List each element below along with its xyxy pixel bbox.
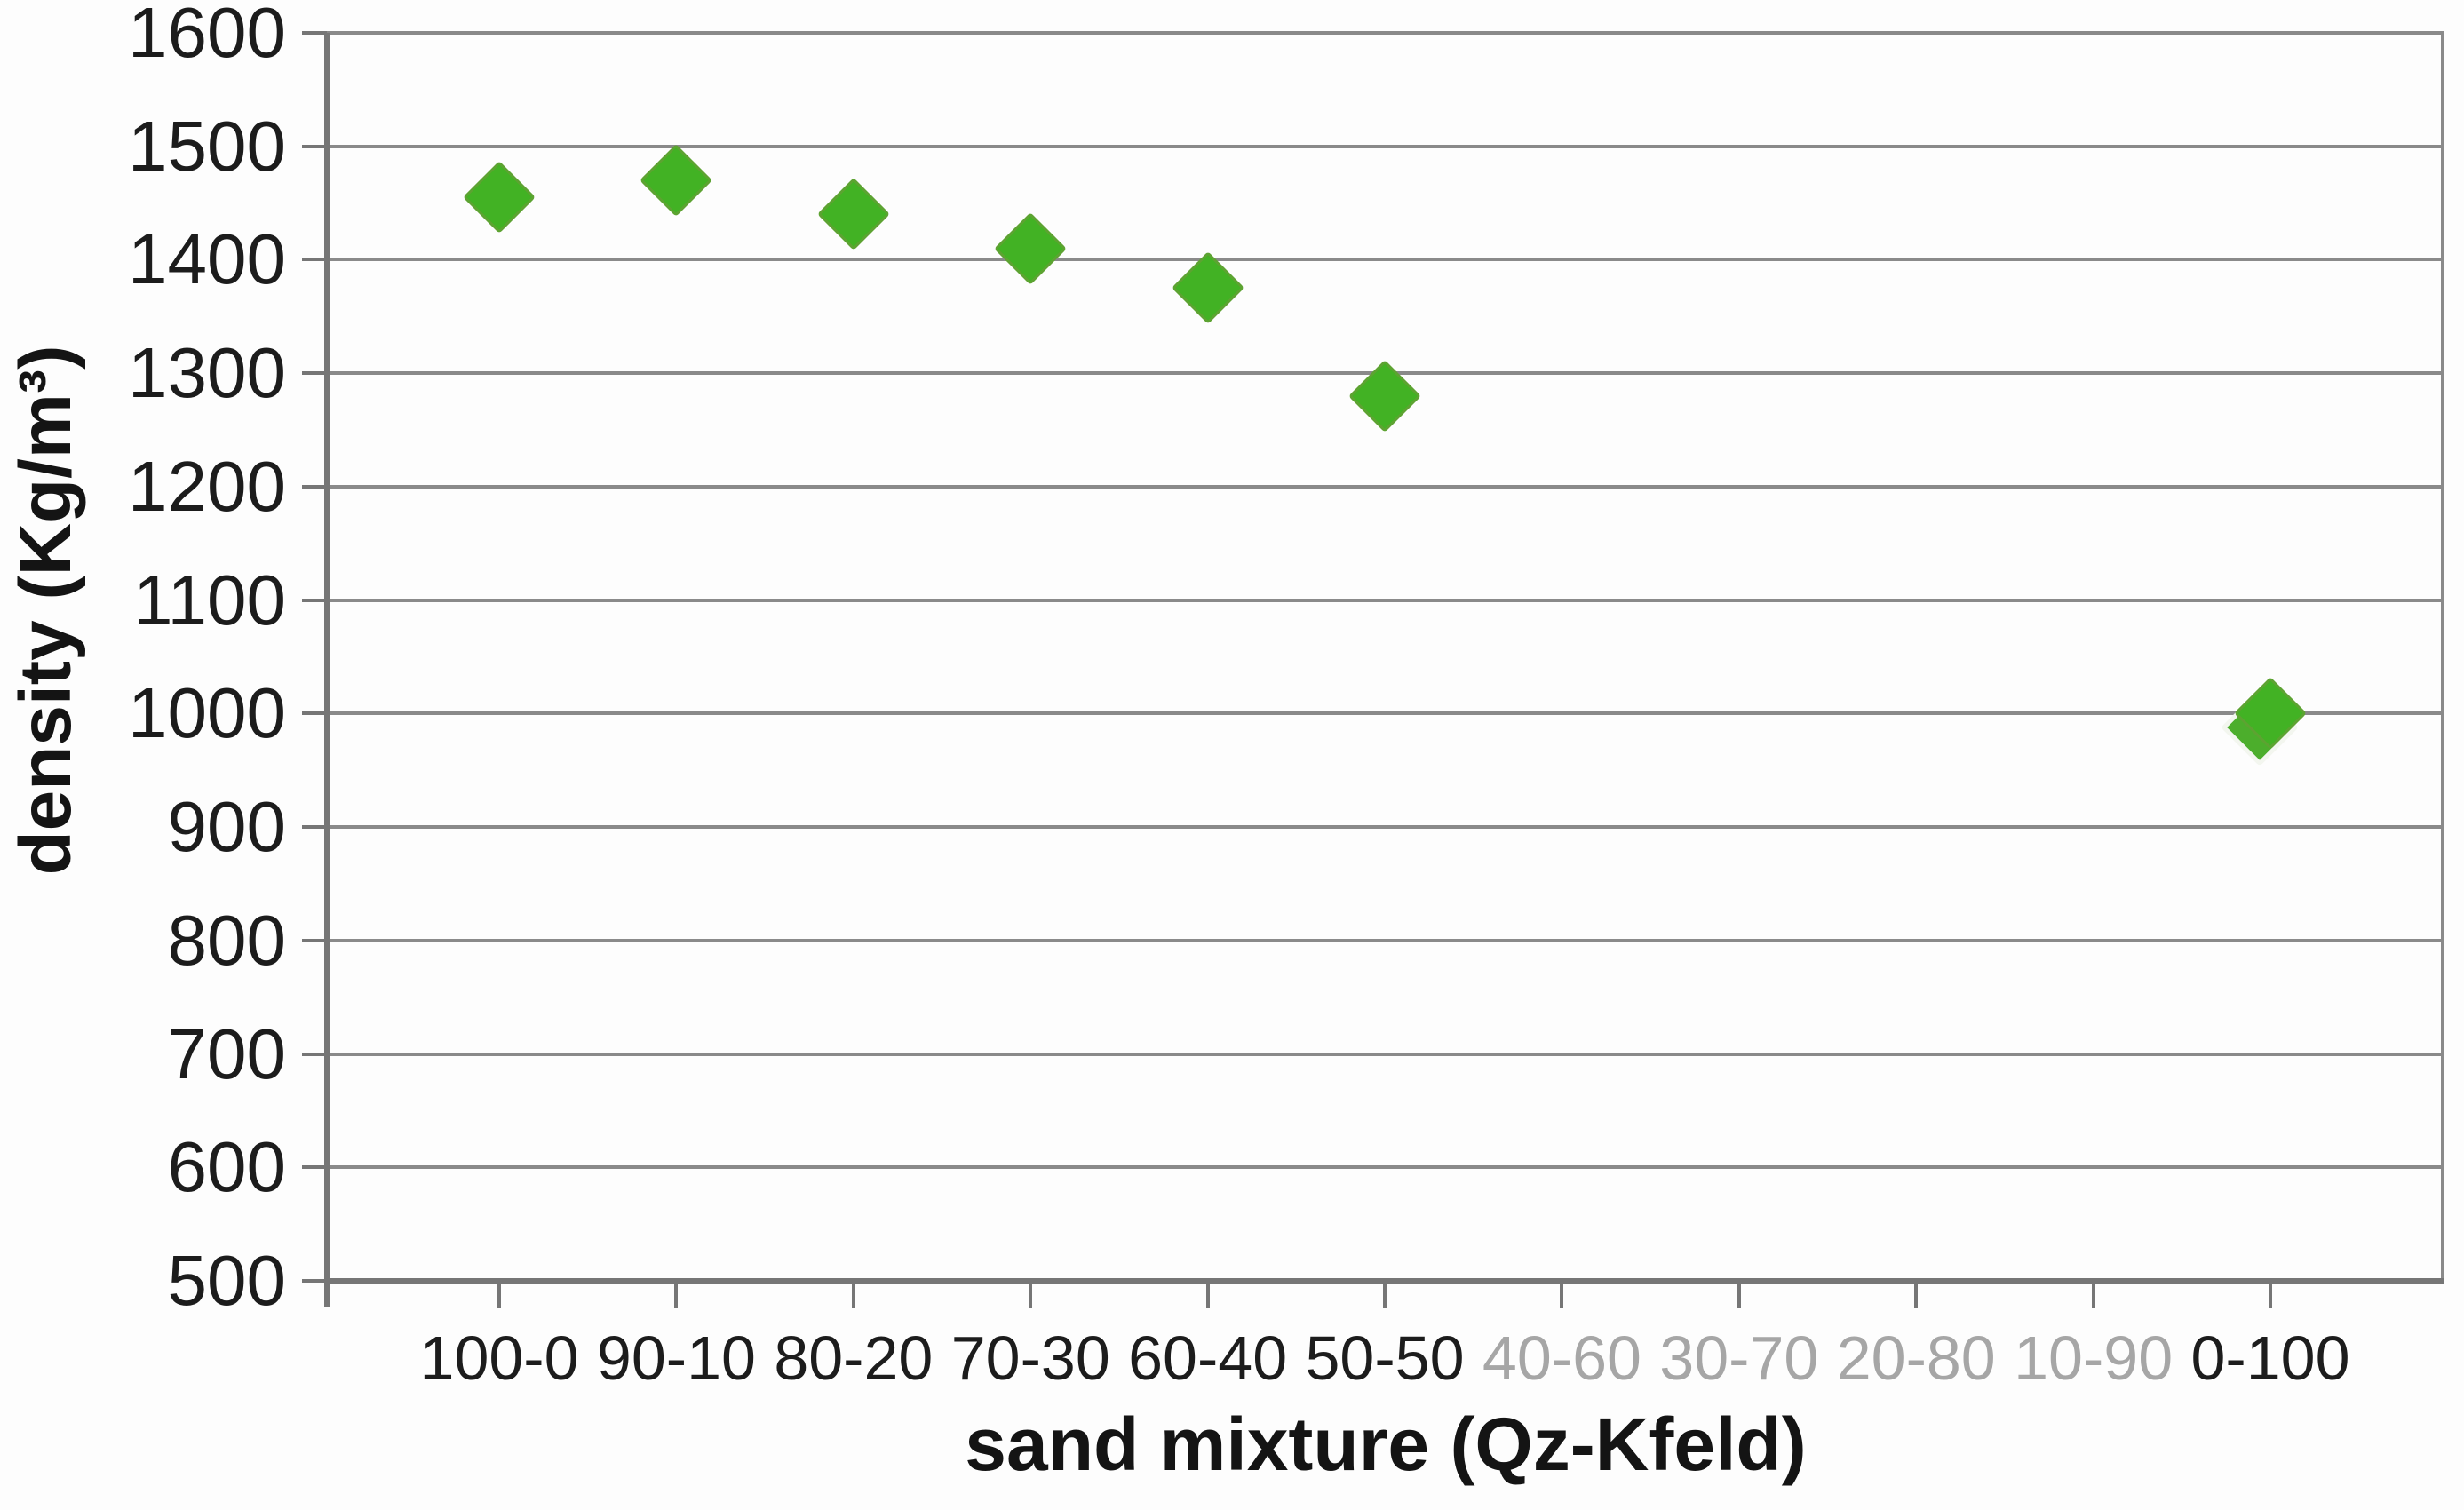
x-tick-90-10 <box>674 1284 679 1308</box>
y-tick-label-600: 600 <box>167 1127 286 1207</box>
x-tick-10-90 <box>2091 1284 2095 1308</box>
y-tick-900 <box>302 825 327 830</box>
y-tick-label-1500: 1500 <box>128 106 286 186</box>
y-tick-label-1200: 1200 <box>128 446 286 526</box>
gridline-900 <box>327 825 2444 830</box>
plot-right-border <box>2441 33 2444 1281</box>
y-tick-label-900: 900 <box>167 787 286 867</box>
x-tick-label-0-100: 0-100 <box>2190 1323 2350 1393</box>
y-tick-label-1600: 1600 <box>128 0 286 72</box>
x-tick-label-100-0: 100-0 <box>419 1323 579 1393</box>
x-tick-label-80-20: 80-20 <box>774 1323 934 1393</box>
x-tick-label-90-10: 90-10 <box>596 1323 756 1393</box>
y-tick-1200 <box>302 484 327 489</box>
x-tick-label-40-60: 40-60 <box>1482 1323 1641 1393</box>
data-point-80-20 <box>816 178 890 251</box>
y-tick-1300 <box>302 371 327 376</box>
y-tick-500 <box>302 1279 327 1283</box>
x-tick-40-60 <box>1560 1284 1564 1308</box>
y-tick-600 <box>302 1165 327 1170</box>
gridline-1000 <box>327 711 2444 716</box>
data-point-90-10 <box>640 144 713 218</box>
x-tick-80-20 <box>851 1284 855 1308</box>
y-axis-line <box>324 33 330 1307</box>
gridline-700 <box>327 1052 2444 1056</box>
gridline-800 <box>327 938 2444 942</box>
data-point-100-0 <box>463 161 537 234</box>
y-tick-label-500: 500 <box>167 1241 286 1320</box>
y-tick-label-1100: 1100 <box>132 560 286 640</box>
y-tick-1400 <box>302 258 327 262</box>
x-tick-50-50 <box>1383 1284 1387 1308</box>
x-axis-title: sand mixture (Qz-Kfeld) <box>965 1403 1807 1486</box>
y-tick-label-800: 800 <box>167 900 286 980</box>
x-tick-100-0 <box>497 1284 502 1308</box>
x-tick-0-100 <box>2269 1284 2273 1308</box>
y-tick-700 <box>302 1052 327 1056</box>
gridline-1200 <box>327 484 2444 489</box>
gridline-1600 <box>327 31 2444 35</box>
x-tick-label-30-70: 30-70 <box>1659 1323 1819 1393</box>
y-tick-1500 <box>302 144 327 148</box>
y-tick-label-1000: 1000 <box>128 673 286 753</box>
x-axis-line <box>327 1278 2444 1284</box>
x-tick-label-60-40: 60-40 <box>1128 1323 1288 1393</box>
x-tick-label-10-90: 10-90 <box>2014 1323 2174 1393</box>
y-tick-1100 <box>302 598 327 602</box>
y-tick-label-1400: 1400 <box>128 219 286 299</box>
x-tick-30-70 <box>1737 1284 1741 1308</box>
y-tick-800 <box>302 938 327 942</box>
x-tick-60-40 <box>1205 1284 1210 1308</box>
x-tick-label-50-50: 50-50 <box>1305 1323 1465 1393</box>
gridline-1500 <box>327 144 2444 148</box>
data-point-70-30 <box>994 211 1068 285</box>
y-tick-label-1300: 1300 <box>128 333 286 413</box>
x-tick-70-30 <box>1029 1284 1033 1308</box>
gridline-1100 <box>327 598 2444 602</box>
x-tick-20-80 <box>1914 1284 1919 1308</box>
x-tick-label-70-30: 70-30 <box>950 1323 1110 1393</box>
y-tick-1000 <box>302 711 327 716</box>
y-tick-label-700: 700 <box>167 1013 286 1093</box>
data-point-60-40 <box>1171 251 1244 325</box>
data-point-50-50 <box>1348 359 1422 433</box>
y-tick-1600 <box>302 31 327 35</box>
gridline-1400 <box>327 258 2444 262</box>
x-tick-label-20-80: 20-80 <box>1836 1323 1996 1393</box>
gridline-600 <box>327 1165 2444 1170</box>
